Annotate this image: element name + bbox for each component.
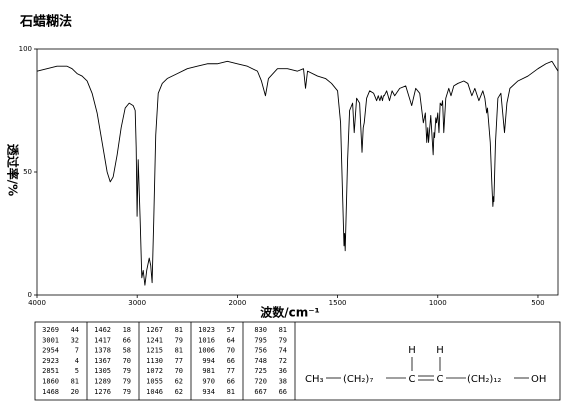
spectrum-line bbox=[36, 60, 559, 286]
peak-wavenumber: 981 bbox=[202, 367, 215, 375]
peak-intensity: 32 bbox=[71, 336, 79, 344]
peak-wavenumber: 2851 bbox=[42, 367, 59, 375]
table-frame bbox=[34, 321, 561, 401]
peak-wavenumber: 1860 bbox=[42, 378, 59, 386]
peak-intensity: 77 bbox=[175, 357, 183, 365]
peak-intensity: 66 bbox=[227, 357, 235, 365]
peak-wavenumber: 830 bbox=[254, 326, 267, 334]
formula-group: C bbox=[409, 374, 416, 385]
peak-wavenumber: 934 bbox=[202, 388, 215, 396]
x-tick-label: 3000 bbox=[128, 299, 146, 307]
peak-intensity: 18 bbox=[123, 326, 131, 334]
peak-wavenumber: 2923 bbox=[42, 357, 59, 365]
peak-wavenumber: 1055 bbox=[146, 378, 163, 386]
peak-wavenumber: 1215 bbox=[146, 347, 163, 355]
peak-wavenumber: 1468 bbox=[42, 388, 59, 396]
peak-intensity: 79 bbox=[175, 336, 183, 344]
y-axis-label: 透过率/% bbox=[6, 144, 21, 196]
peak-intensity: 4 bbox=[75, 357, 79, 365]
peak-intensity: 70 bbox=[123, 357, 131, 365]
peak-wavenumber: 1016 bbox=[198, 336, 215, 344]
peak-wavenumber: 1289 bbox=[94, 378, 111, 386]
y-tick-label: 100 bbox=[19, 45, 32, 53]
y-tick-label: 50 bbox=[23, 168, 32, 176]
peak-intensity: 44 bbox=[71, 326, 79, 334]
peak-wavenumber: 1130 bbox=[146, 357, 163, 365]
peak-wavenumber: 1072 bbox=[146, 367, 163, 375]
peak-wavenumber: 2954 bbox=[42, 347, 59, 355]
peak-wavenumber: 3001 bbox=[42, 336, 59, 344]
peak-wavenumber: 1417 bbox=[94, 336, 111, 344]
peak-intensity: 74 bbox=[279, 347, 287, 355]
peak-wavenumber: 1241 bbox=[146, 336, 163, 344]
peak-wavenumber: 720 bbox=[254, 378, 267, 386]
peak-wavenumber: 1046 bbox=[146, 388, 163, 396]
formula-bonds bbox=[326, 357, 529, 381]
peak-wavenumber: 3269 bbox=[42, 326, 59, 334]
chart-title: 石蜡糊法 bbox=[19, 14, 72, 30]
formula-group: (CH₂)₁₂ bbox=[467, 374, 501, 385]
peak-wavenumber: 795 bbox=[254, 336, 267, 344]
peak-wavenumber: 725 bbox=[254, 367, 267, 375]
x-tick-label: 1000 bbox=[429, 299, 447, 307]
peak-wavenumber: 1367 bbox=[94, 357, 111, 365]
peak-intensity: 7 bbox=[75, 347, 79, 355]
peak-intensity: 81 bbox=[175, 326, 183, 334]
x-axis-label: 波数/cm⁻¹ bbox=[260, 305, 320, 320]
peak-wavenumber: 1462 bbox=[94, 326, 111, 334]
peak-intensity: 79 bbox=[123, 388, 131, 396]
peak-intensity: 66 bbox=[279, 388, 287, 396]
peak-wavenumber: 994 bbox=[202, 357, 215, 365]
peak-intensity: 36 bbox=[279, 367, 287, 375]
peak-intensity: 70 bbox=[227, 347, 235, 355]
peak-intensity: 62 bbox=[175, 388, 183, 396]
peak-wavenumber: 1267 bbox=[146, 326, 163, 334]
peak-wavenumber: 1378 bbox=[94, 347, 111, 355]
peak-wavenumber: 1305 bbox=[94, 367, 111, 375]
peak-intensity: 57 bbox=[227, 326, 235, 334]
peak-intensity: 81 bbox=[71, 378, 79, 386]
peak-intensity: 77 bbox=[227, 367, 235, 375]
peak-intensity: 79 bbox=[123, 367, 131, 375]
formula-hydrogen: H bbox=[436, 345, 444, 356]
peak-wavenumber: 1006 bbox=[198, 347, 215, 355]
peak-intensity: 64 bbox=[227, 336, 235, 344]
y-tick-label: 0 bbox=[28, 291, 32, 299]
peak-wavenumber: 748 bbox=[254, 357, 267, 365]
formula-group: C bbox=[437, 374, 444, 385]
peak-intensity: 81 bbox=[279, 326, 287, 334]
x-tick-label: 4000 bbox=[28, 299, 46, 307]
peak-intensity: 81 bbox=[227, 388, 235, 396]
peak-intensity: 79 bbox=[279, 336, 287, 344]
peak-wavenumber: 1276 bbox=[94, 388, 111, 396]
peak-intensity: 62 bbox=[175, 378, 183, 386]
peak-intensity: 72 bbox=[279, 357, 287, 365]
peak-intensity: 66 bbox=[123, 336, 131, 344]
peak-intensity: 58 bbox=[123, 347, 131, 355]
formula-group: CH₃ bbox=[305, 374, 324, 385]
peak-intensity: 81 bbox=[175, 347, 183, 355]
peak-wavenumber: 970 bbox=[202, 378, 215, 386]
peak-intensity: 38 bbox=[279, 378, 287, 386]
peak-wavenumber: 667 bbox=[254, 388, 267, 396]
peak-intensity: 5 bbox=[75, 367, 79, 375]
x-tick-label: 500 bbox=[531, 299, 544, 307]
peak-intensity: 20 bbox=[71, 388, 79, 396]
formula-group: OH bbox=[531, 374, 546, 385]
peak-wavenumber: 1023 bbox=[198, 326, 215, 334]
peak-intensity: 79 bbox=[123, 378, 131, 386]
x-tick-label: 2000 bbox=[228, 299, 246, 307]
plot-frame bbox=[36, 48, 559, 296]
peak-intensity: 70 bbox=[175, 367, 183, 375]
peak-wavenumber: 756 bbox=[254, 347, 267, 355]
peak-intensity: 66 bbox=[227, 378, 235, 386]
formula-group: (CH₂)₇ bbox=[343, 374, 373, 385]
x-tick-label: 1500 bbox=[329, 299, 347, 307]
formula-hydrogen: H bbox=[408, 345, 416, 356]
